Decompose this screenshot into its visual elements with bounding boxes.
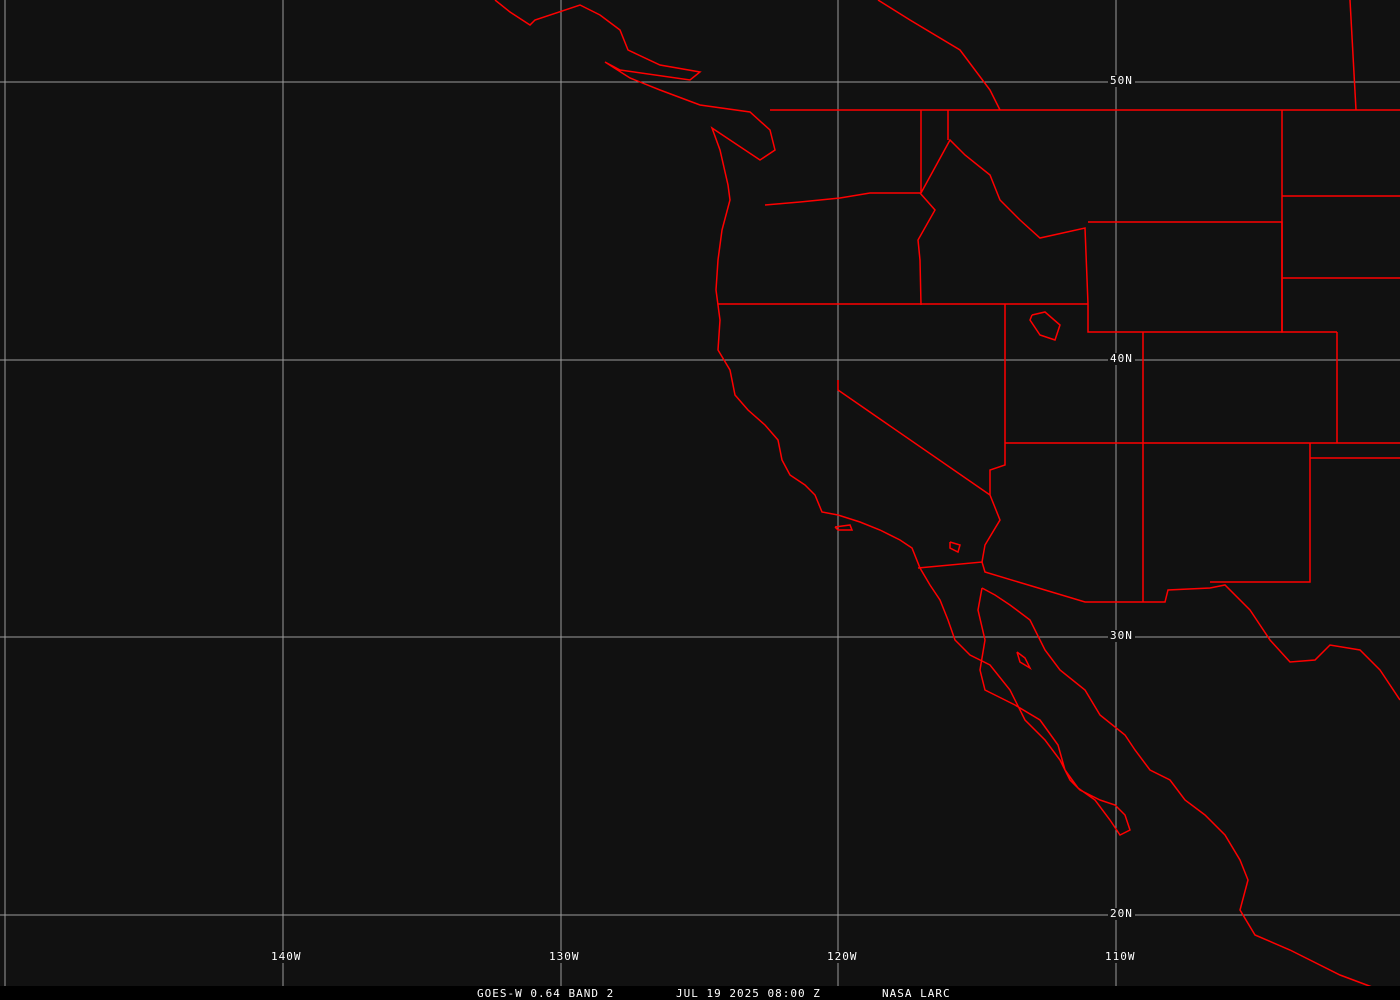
- bc-alberta-border: [877, 0, 1001, 111]
- lat-label-30n: 30N: [1108, 629, 1135, 642]
- mexico-us-border: [917, 561, 1400, 701]
- boundaries: [494, 0, 1400, 991]
- california-nevada-diagonal: [837, 380, 991, 496]
- wyoming-box: [1281, 110, 1337, 333]
- channel-islands: [834, 524, 854, 531]
- utah-border: [1087, 221, 1283, 333]
- saskatchewan-line: [1349, 0, 1357, 111]
- lon-label-120w: 120W: [825, 950, 860, 963]
- image-caption-bar: GOES-W 0.64 BAND 2 JUL 19 2025 08:00 Z N…: [0, 986, 1400, 1000]
- lat-label-20n: 20N: [1108, 907, 1135, 920]
- datetime-label: JUL 19 2025 08:00 Z: [676, 987, 821, 1000]
- nevada-border: [981, 304, 1006, 563]
- pacific-coastline: [494, 0, 1131, 836]
- lat-label-50n: 50N: [1108, 74, 1135, 87]
- lon-label-140w: 140W: [269, 950, 304, 963]
- idaho-border: [920, 110, 1089, 305]
- lat-label-40n: 40N: [1108, 352, 1135, 365]
- tiburon-island: [1016, 651, 1032, 670]
- salton-sea: [949, 541, 961, 554]
- new-mexico-border: [1210, 443, 1311, 583]
- gulf-of-california-coast: [981, 587, 1381, 991]
- great-salt-lake: [1029, 311, 1061, 341]
- lon-label-130w: 130W: [547, 950, 582, 963]
- satellite-band-label: GOES-W 0.64 BAND 2: [477, 987, 615, 1000]
- washington-oregon-border: [764, 192, 936, 306]
- source-label: NASA LARC: [882, 987, 951, 1000]
- lon-label-110w: 110W: [1103, 950, 1138, 963]
